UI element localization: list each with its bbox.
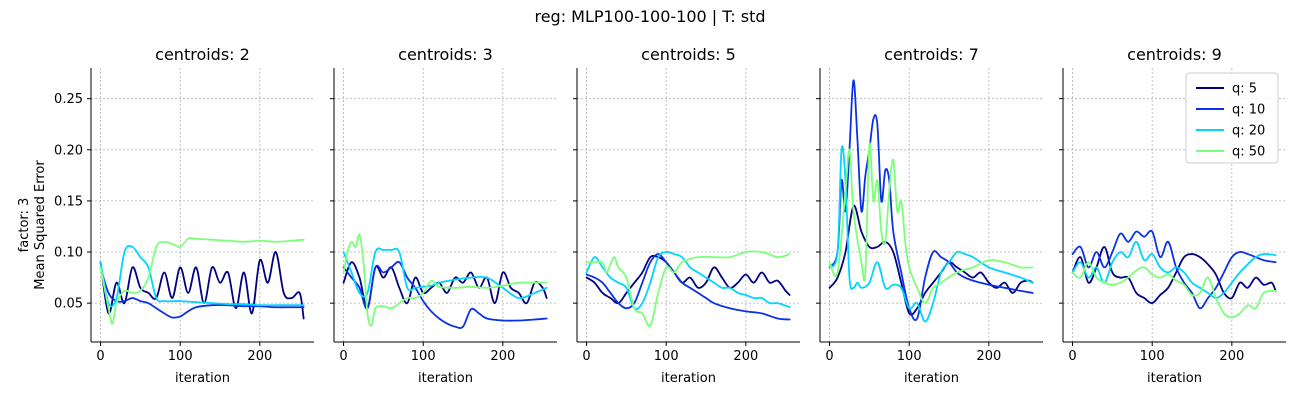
- series-line-q-10: [99, 266, 305, 319]
- panel-title: centroids: 2: [155, 45, 250, 64]
- legend-box: [1185, 72, 1279, 164]
- x-tick-label: 0: [339, 349, 347, 364]
- series-line-q-5: [828, 204, 1034, 316]
- y-axis-label-line-2: Mean Squared Error: [33, 160, 48, 290]
- x-axis-label: iteration: [661, 371, 716, 386]
- legend-entry-label: q: 20: [1232, 124, 1265, 139]
- panel-2: 0 100 200 iteration centroids: 3: [330, 45, 557, 386]
- legend-entry-label: q: 50: [1232, 145, 1265, 160]
- series-line-q-20: [828, 145, 1034, 323]
- y-axis-label-line-1: factor: 3: [17, 198, 32, 253]
- panel-title: centroids: 9: [1127, 45, 1222, 64]
- x-tick-label: 200: [490, 349, 515, 364]
- legend: q: 5 q: 10 q: 20 q: 50: [1185, 72, 1279, 164]
- x-tick-label: 0: [582, 349, 590, 364]
- panel-3: 0 100 200 iteration centroids: 5: [573, 45, 800, 386]
- panel-title: centroids: 3: [398, 45, 493, 64]
- series-line-q-20: [342, 247, 548, 300]
- y-tick-label: 0.05: [54, 297, 83, 312]
- series-line-q-5: [342, 261, 548, 310]
- series-line-q-50: [342, 233, 548, 327]
- x-tick-label: 200: [733, 349, 758, 364]
- legend-entry-label: q: 5: [1232, 82, 1257, 97]
- series-line-q-50: [585, 250, 791, 328]
- series-line-q-5: [1071, 246, 1277, 305]
- series-line-q-5: [99, 251, 305, 320]
- x-tick-label: 200: [247, 349, 272, 364]
- x-tick-label: 0: [1068, 349, 1076, 364]
- x-axis-label: iteration: [904, 371, 959, 386]
- x-tick-label: 100: [411, 349, 436, 364]
- x-tick-label: 100: [897, 349, 922, 364]
- panels: 0 100 200 0.05 0.10 0.15 0.20 0.25 iteration cent…: [54, 45, 1286, 386]
- x-axis-label: iteration: [418, 371, 473, 386]
- series-line-q-10: [585, 253, 791, 321]
- legend-entry-label: q: 10: [1232, 103, 1265, 118]
- series-line-q-20: [99, 245, 305, 308]
- y-tick-label: 0.15: [54, 194, 83, 209]
- series-line-q-5: [585, 254, 791, 305]
- figure-title: reg: MLP100-100-100 | T: std: [534, 7, 765, 26]
- series-line-q-50: [828, 142, 1034, 305]
- x-tick-label: 200: [1219, 349, 1244, 364]
- y-tick-label: 0.20: [54, 143, 83, 158]
- series-line-q-10: [342, 261, 548, 329]
- series-line-q-10: [1071, 229, 1277, 310]
- x-tick-label: 200: [976, 349, 1001, 364]
- panel-title: centroids: 7: [884, 45, 979, 64]
- x-axis-label: iteration: [175, 371, 230, 386]
- series-line-q-50: [1071, 261, 1277, 319]
- panel-title: centroids: 5: [641, 45, 736, 64]
- series-line-q-20: [1071, 240, 1277, 299]
- y-axis-label: factor: 3 Mean Squared Error: [17, 160, 48, 290]
- y-tick-label: 0.25: [54, 92, 83, 107]
- panel-1: 0 100 200 0.05 0.10 0.15 0.20 0.25 iteration cent…: [54, 45, 314, 386]
- x-tick-label: 100: [654, 349, 679, 364]
- x-axis-label: iteration: [1147, 371, 1202, 386]
- series-line-q-20: [585, 251, 791, 311]
- panel-4: 0 100 200 iteration centroids: 7: [816, 45, 1043, 386]
- x-tick-label: 0: [825, 349, 833, 364]
- x-tick-label: 100: [168, 349, 193, 364]
- series-line-q-50: [99, 237, 305, 325]
- x-tick-label: 0: [96, 349, 104, 364]
- y-tick-label: 0.10: [54, 246, 83, 261]
- x-tick-label: 100: [1140, 349, 1165, 364]
